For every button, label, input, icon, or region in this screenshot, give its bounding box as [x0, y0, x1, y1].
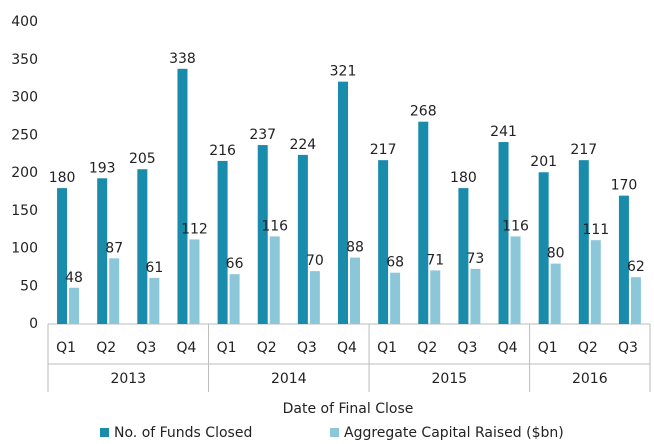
value-label: 268 — [410, 104, 437, 120]
bar — [510, 236, 521, 324]
bar — [109, 258, 120, 324]
value-label: 321 — [330, 64, 357, 80]
x-tick-label: Q2 — [257, 340, 277, 356]
y-tick-label: 400 — [11, 14, 38, 30]
value-label: 73 — [466, 251, 484, 267]
value-label: 170 — [611, 178, 638, 194]
bar — [618, 195, 629, 324]
y-tick-label: 250 — [11, 127, 38, 143]
y-tick-label: 100 — [11, 241, 38, 257]
y-tick-label: 350 — [11, 52, 38, 68]
y-tick-label: 300 — [11, 90, 38, 106]
x-tick-label: Q3 — [136, 340, 156, 356]
value-label: 80 — [547, 246, 565, 262]
value-label: 112 — [181, 221, 208, 237]
value-label: 201 — [530, 154, 557, 170]
x-axis-label: Date of Final Close — [283, 401, 414, 417]
value-label: 193 — [89, 160, 116, 176]
bar — [269, 236, 280, 324]
bar — [430, 270, 441, 324]
value-label: 66 — [226, 256, 244, 272]
bar — [97, 178, 108, 324]
x-tick-label: Q2 — [96, 340, 116, 356]
bar — [498, 142, 509, 324]
bar — [309, 271, 320, 324]
bar — [418, 121, 429, 324]
x-group-label: 2015 — [432, 371, 468, 387]
bar — [297, 154, 308, 324]
value-label: 61 — [145, 260, 163, 276]
bar — [137, 169, 148, 324]
bar — [378, 160, 389, 324]
x-group-label: 2016 — [572, 371, 608, 387]
y-tick-label: 200 — [11, 165, 38, 181]
x-tick-label: Q1 — [377, 340, 397, 356]
bar — [590, 240, 601, 324]
bar — [149, 277, 160, 324]
value-label: 87 — [105, 240, 123, 256]
y-tick-label: 50 — [20, 278, 38, 294]
x-group-label: 2013 — [110, 371, 146, 387]
bar — [350, 257, 360, 324]
value-label: 111 — [582, 222, 609, 238]
bar — [550, 263, 561, 324]
value-label: 116 — [502, 218, 529, 234]
value-label: 338 — [169, 51, 196, 67]
value-label: 71 — [426, 252, 444, 268]
bar — [189, 239, 200, 324]
legend-swatch — [330, 428, 339, 437]
bar — [257, 145, 268, 324]
bar — [538, 172, 549, 324]
bar — [57, 188, 68, 324]
bar — [470, 268, 481, 324]
value-label: 88 — [346, 240, 364, 256]
value-label: 217 — [370, 142, 397, 158]
value-label: 217 — [570, 142, 597, 158]
value-label: 237 — [249, 127, 276, 143]
x-tick-label: Q1 — [56, 340, 76, 356]
x-tick-label: Q3 — [457, 340, 477, 356]
bar — [338, 81, 348, 325]
x-tick-label: Q3 — [297, 340, 317, 356]
value-label: 70 — [306, 253, 324, 269]
x-tick-label: Q2 — [417, 340, 437, 356]
x-tick-label: Q1 — [538, 340, 558, 356]
y-tick-label: 150 — [11, 203, 38, 219]
x-tick-label: Q3 — [618, 340, 638, 356]
legend-swatch — [100, 428, 109, 437]
x-tick-label: Q1 — [217, 340, 237, 356]
value-label: 68 — [386, 255, 404, 271]
value-label: 224 — [289, 137, 316, 153]
bar — [630, 277, 641, 324]
value-label: 62 — [627, 259, 645, 275]
value-label: 205 — [129, 151, 156, 167]
bar — [578, 160, 589, 324]
value-label: 216 — [209, 143, 236, 159]
x-tick-label: Q4 — [337, 340, 357, 356]
value-label: 116 — [261, 218, 288, 234]
value-label: 241 — [490, 124, 517, 140]
bar — [458, 188, 469, 324]
bar — [229, 274, 240, 324]
y-tick-label: 0 — [29, 316, 38, 332]
value-label: 180 — [49, 170, 76, 186]
bar — [177, 68, 188, 324]
legend-label: Aggregate Capital Raised ($bn) — [344, 425, 564, 441]
x-tick-label: Q4 — [176, 340, 196, 356]
bar — [69, 287, 80, 324]
bar — [217, 160, 228, 324]
x-group-label: 2014 — [271, 371, 307, 387]
legend-label: No. of Funds Closed — [114, 425, 252, 441]
x-tick-label: Q2 — [578, 340, 598, 356]
value-label: 48 — [65, 270, 83, 286]
bar — [390, 272, 401, 324]
value-label: 180 — [450, 170, 477, 186]
x-tick-label: Q4 — [498, 340, 518, 356]
